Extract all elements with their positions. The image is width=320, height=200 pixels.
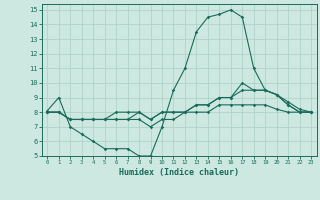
X-axis label: Humidex (Indice chaleur): Humidex (Indice chaleur) xyxy=(119,168,239,177)
